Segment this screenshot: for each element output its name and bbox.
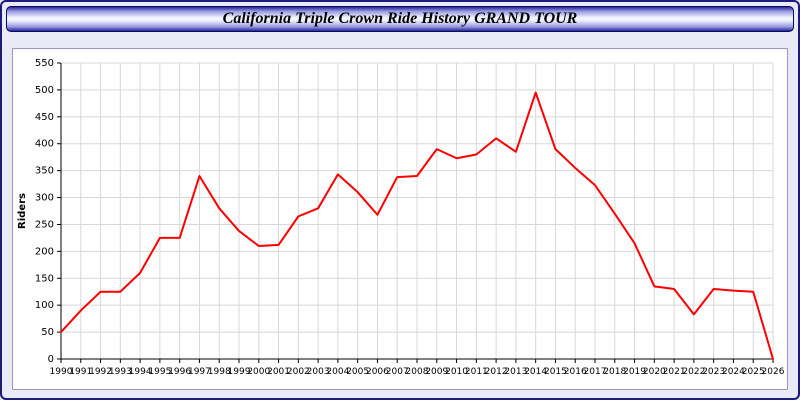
y-tick-label: 0 [48, 354, 54, 365]
x-tick-label: 2023 [702, 367, 725, 377]
x-tick-label: 1992 [89, 367, 112, 377]
y-tick-label: 350 [35, 166, 54, 177]
x-tick-label: 2026 [762, 367, 785, 377]
x-tick-label: 1991 [69, 367, 92, 377]
x-tick-label: 1997 [188, 367, 211, 377]
x-tick-label: 1995 [148, 367, 171, 377]
x-tick-label: 2018 [603, 367, 626, 377]
x-tick-label: 2006 [366, 367, 389, 377]
y-tick-label: 200 [35, 246, 54, 257]
data-line-riders [60, 91, 774, 360]
y-tick-label: 400 [35, 139, 54, 150]
x-tick-label: 2000 [247, 367, 270, 377]
x-tick-label: 1993 [109, 367, 132, 377]
x-tick-label: 2016 [564, 367, 587, 377]
x-tick-label: 2002 [287, 367, 310, 377]
x-tick-label: 2024 [722, 367, 745, 377]
y-tick-label: 550 [35, 58, 54, 69]
x-tick-label: 2014 [524, 367, 547, 377]
y-tick-label: 500 [35, 85, 54, 96]
x-tick-label: 2010 [445, 367, 468, 377]
chart-title: California Triple Crown Ride History GRA… [222, 10, 578, 27]
y-tick-label: 250 [35, 219, 54, 230]
x-tick-label: 2017 [584, 367, 607, 377]
x-tick-label: 1996 [168, 367, 191, 377]
x-tick-label: 2015 [544, 367, 567, 377]
x-tick-label: 2008 [406, 367, 429, 377]
x-tick-label: 1990 [50, 367, 73, 377]
x-tick-label: 1998 [208, 367, 231, 377]
x-tick-label: 2004 [326, 367, 349, 377]
x-tick-label: 2011 [465, 367, 488, 377]
x-tick-label: 2019 [623, 367, 646, 377]
y-tick-label: 300 [35, 193, 54, 204]
x-tick-label: 2003 [307, 367, 330, 377]
y-tick-label: 100 [35, 300, 54, 311]
x-tick-label: 2012 [485, 367, 508, 377]
x-tick-label: 2021 [663, 367, 686, 377]
title-bar: California Triple Crown Ride History GRA… [6, 6, 794, 32]
x-tick-label: 1994 [129, 367, 152, 377]
x-tick-label: 2001 [267, 367, 290, 377]
x-tick-label: 2005 [346, 367, 369, 377]
x-tick-label: 2007 [386, 367, 409, 377]
x-tick-label: 2025 [742, 367, 765, 377]
chart-panel: 0 50 100 150 200 250 300 350 400 450 500 550 1990 199… [12, 48, 788, 390]
y-tick-label: 150 [35, 273, 54, 284]
x-tick-label: 2013 [504, 367, 527, 377]
x-tick-label: 2020 [643, 367, 666, 377]
x-tick-label: 1999 [228, 367, 251, 377]
y-tick-label: 50 [41, 327, 54, 338]
x-tick-label: 2009 [425, 367, 448, 377]
x-tick-label: 2022 [682, 367, 705, 377]
y-axis-title: Riders [17, 193, 28, 229]
chart-svg: 0501001502002503003504004505005501990199… [17, 58, 785, 377]
y-tick-label: 450 [35, 112, 54, 123]
